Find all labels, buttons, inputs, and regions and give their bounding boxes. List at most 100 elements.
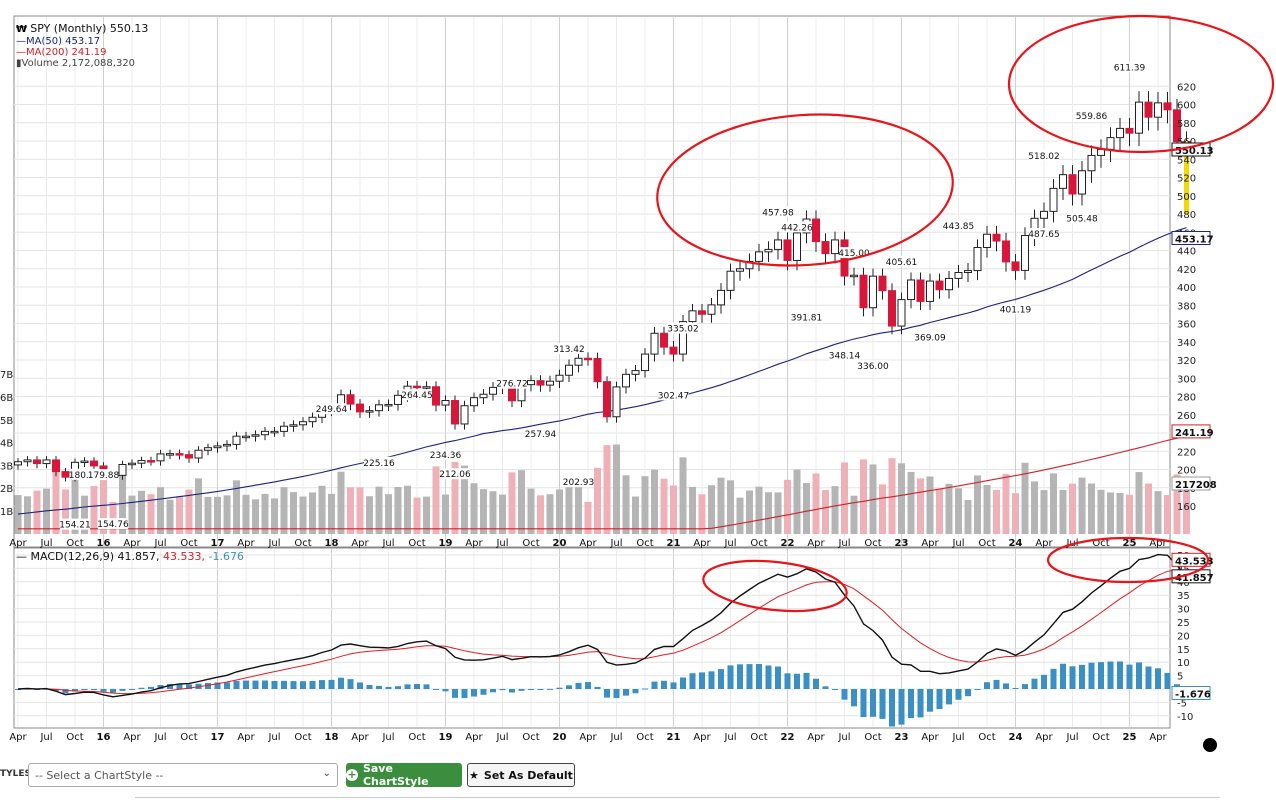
set-as-default-button[interactable]: ★ Set As Default	[467, 763, 575, 787]
x-tick-label: 19	[439, 538, 453, 549]
macd-histogram-bar	[1145, 666, 1152, 689]
volume-bar	[109, 501, 117, 534]
macd-histogram-bar	[148, 686, 154, 689]
volume-bar	[888, 458, 896, 534]
volume-bar	[964, 500, 972, 534]
price-tick-label: 200	[1177, 466, 1196, 477]
signal-axis-label: 43.533	[1175, 556, 1214, 567]
macd-x-tick-label: Jul	[1065, 732, 1078, 743]
volume-bar	[575, 484, 582, 534]
candle-body	[118, 463, 127, 476]
volume-bar	[271, 498, 278, 534]
candle-body	[479, 393, 488, 399]
macd-line	[17, 553, 1188, 698]
macd-histogram-bar	[176, 683, 183, 689]
macd-histogram-bar	[224, 682, 230, 689]
macd-x-tick-label: Oct	[66, 732, 83, 743]
macd-histogram-bar	[993, 679, 1000, 689]
volume-bar	[166, 499, 174, 534]
low-label: 202.93	[563, 478, 595, 488]
x-tick-label: Jul	[153, 538, 166, 549]
candle-body	[650, 332, 659, 355]
low-label: 336.00	[857, 362, 889, 372]
volume-bar	[394, 486, 402, 534]
volume-bar	[385, 494, 392, 534]
low-label-bg	[1000, 303, 1031, 315]
high-label: 179.88	[88, 471, 120, 481]
low-label: 154.21	[59, 521, 91, 531]
high-label: 442.26	[781, 223, 813, 233]
candle-body	[973, 246, 982, 272]
volume-bar	[689, 486, 696, 534]
macd-histogram-bar	[91, 689, 97, 690]
toolbar-divider	[135, 797, 1220, 798]
volume-bar	[280, 487, 288, 534]
macd-histogram-bar	[803, 672, 810, 689]
low-label-bg	[658, 389, 689, 401]
macd-x-tick-label: Jul	[39, 732, 52, 743]
price-tick-label: 380	[1177, 301, 1196, 312]
volume-bar	[907, 471, 915, 534]
volume-bar	[451, 461, 459, 534]
x-tick-label: Apr	[921, 538, 939, 549]
candle-body	[745, 260, 754, 270]
volume-bar	[812, 473, 820, 534]
macd-histogram-bar	[1107, 661, 1114, 689]
macd-x-tick-label: 19	[439, 732, 453, 743]
macd-histogram-bar	[1126, 664, 1133, 689]
candle-body	[61, 471, 70, 478]
volume-tick-label: 1B	[0, 507, 13, 518]
save-chartstyle-button[interactable]: + Save ChartStyle	[346, 762, 462, 788]
macd-histogram-bar	[319, 680, 325, 689]
candle-body	[375, 404, 383, 412]
macd-histogram-bar	[936, 689, 943, 710]
macd-histogram-bar	[110, 689, 116, 693]
macd-x-tick-label: 25	[1123, 732, 1137, 743]
x-tick-label: Apr	[693, 538, 711, 549]
candle-body	[669, 346, 678, 355]
volume-bar	[252, 499, 259, 534]
x-tick-label: 18	[325, 538, 339, 549]
volume-bar	[850, 495, 858, 534]
price-tick-label: 260	[1177, 411, 1196, 422]
candle-body	[612, 386, 621, 418]
low-label-bg	[440, 468, 470, 480]
macd-x-tick-label: Oct	[636, 732, 653, 743]
macd-histogram-bar	[851, 689, 857, 707]
x-tick-label: Apr	[579, 538, 597, 549]
price-tick-label: 500	[1177, 192, 1196, 203]
x-tick-label: Jul	[495, 538, 508, 549]
x-tick-label: Apr	[123, 538, 141, 549]
candle-body	[584, 357, 592, 361]
candle-body	[251, 434, 260, 437]
candle-body	[536, 380, 545, 386]
candle-body	[1068, 174, 1077, 195]
volume-bar	[755, 486, 763, 534]
macd-histogram-bar	[575, 682, 582, 689]
chartstyle-select[interactable]: -- Select a ChartStyle -- ⌄	[28, 763, 338, 787]
high-label: 518.02	[1028, 152, 1060, 162]
x-tick-label: 16	[97, 538, 111, 549]
macd-x-tick-label: 20	[553, 732, 567, 743]
volume-bar	[603, 445, 611, 534]
macd-x-tick-label: 23	[895, 732, 909, 743]
high-label: 276.72	[496, 380, 528, 390]
volume-bar	[1135, 472, 1143, 534]
macd-histogram-bar	[157, 684, 164, 689]
candle-body	[954, 271, 963, 279]
volume-bar	[14, 495, 22, 534]
candle-body	[213, 445, 222, 449]
candle-body	[156, 453, 165, 462]
high-label-bg	[1076, 110, 1107, 122]
low-label-bg	[858, 360, 888, 372]
candle-body	[1106, 137, 1115, 150]
macd-x-tick-label: Oct	[1092, 732, 1109, 743]
chart-type-icon: ₩	[16, 24, 28, 35]
candle-body	[42, 459, 51, 465]
volume-bar	[328, 493, 335, 534]
high-label-bg	[943, 219, 974, 231]
candle-body	[660, 332, 668, 348]
plus-circle-icon: +	[346, 768, 358, 781]
volume-bar	[480, 489, 487, 534]
